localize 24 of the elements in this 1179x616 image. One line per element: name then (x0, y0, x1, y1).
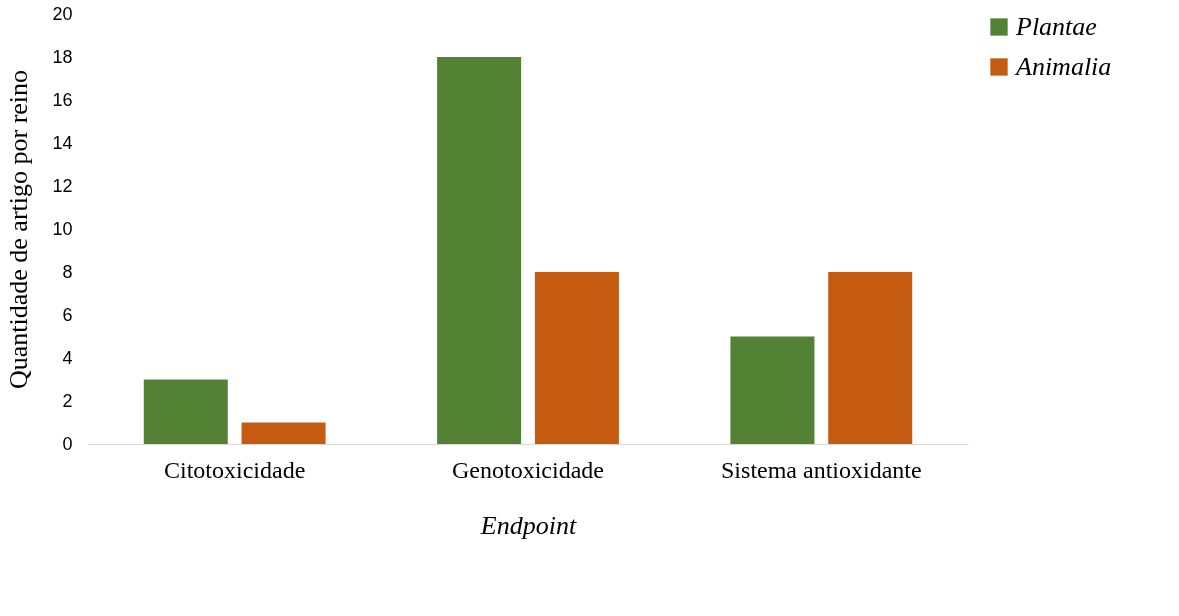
y-tick-label: 4 (62, 347, 73, 368)
y-tick-label: 2 (62, 390, 73, 411)
y-tick-label: 16 (52, 89, 73, 110)
x-tick-label: Sistema antioxidante (721, 456, 922, 483)
bar (241, 422, 326, 444)
y-tick-label: 6 (62, 304, 73, 325)
y-tick-label: 14 (52, 132, 73, 153)
legend-label: Plantae (1015, 12, 1097, 41)
x-axis-title: Endpoint (479, 510, 577, 540)
y-axis-title: Quantidade de artigo por reino (4, 69, 34, 390)
y-tick-label: 10 (52, 218, 73, 239)
x-tick-label: Genotoxicidade (452, 456, 604, 483)
x-tick-label: Citotoxicidade (164, 456, 306, 483)
bar (437, 57, 522, 444)
y-tick-label: 8 (62, 261, 73, 282)
bar (143, 379, 228, 444)
legend-label: Animalia (1014, 52, 1112, 81)
bar (534, 272, 619, 444)
y-tick-label: 0 (62, 433, 73, 454)
y-tick-label: 20 (52, 3, 73, 24)
bar (730, 336, 815, 444)
bar (828, 272, 913, 444)
y-tick-label: 18 (52, 46, 73, 67)
y-tick-label: 12 (52, 175, 73, 196)
